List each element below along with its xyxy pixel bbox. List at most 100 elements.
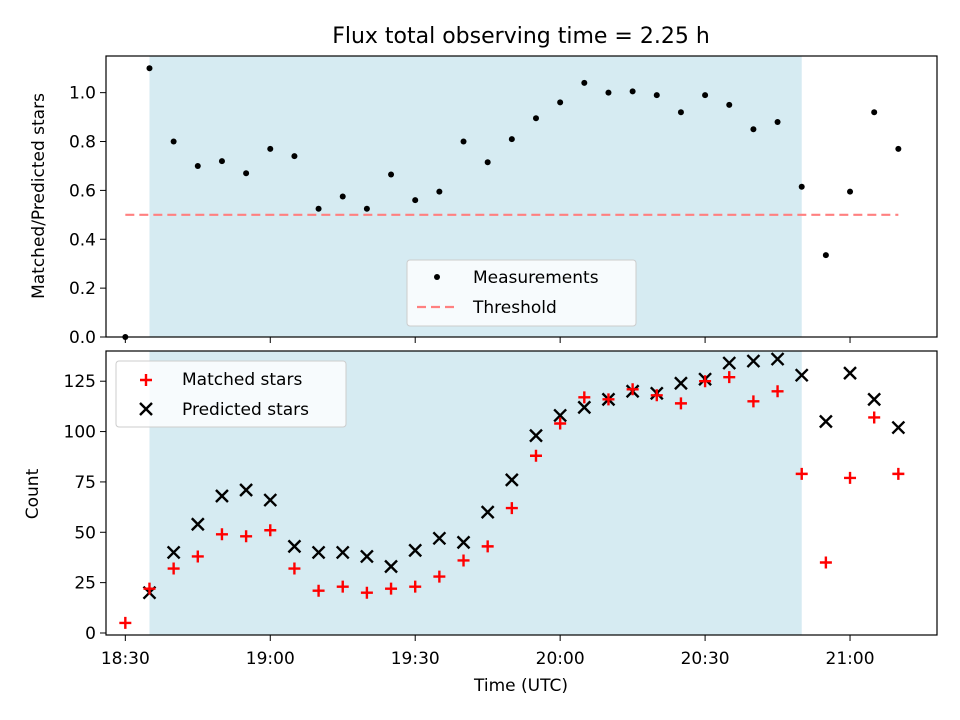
matched-star-point xyxy=(674,397,687,410)
matched-star-point xyxy=(312,584,325,597)
predicted-star-point xyxy=(674,376,688,391)
matched-star-point xyxy=(119,616,132,629)
matched-star-point xyxy=(699,375,712,388)
predicted-star-point xyxy=(311,545,326,560)
matched-star-point xyxy=(819,556,832,569)
predicted-star-point xyxy=(891,420,906,435)
top-y-tick-label: 1.0 xyxy=(69,84,96,104)
matched-star-point xyxy=(385,582,398,595)
bottom-plot-frame xyxy=(105,350,938,636)
top-y-axis-label: Matched/Predicted stars xyxy=(29,93,49,299)
bottom-y-axis-label: Count xyxy=(23,468,43,519)
top-panel: Flux total observing time = 2.25 h 0.0 0.… xyxy=(29,24,938,348)
bottom-y-tick-label: 75 xyxy=(74,473,96,493)
predicted-star-point xyxy=(843,366,857,381)
predicted-star-point xyxy=(432,531,447,546)
bottom-x-tick-label: 20:00 xyxy=(536,649,585,669)
measurement-point xyxy=(847,188,854,195)
measurement-point xyxy=(702,92,709,99)
bottom-x-tick-label: 18:30 xyxy=(101,649,150,669)
measurement-point xyxy=(484,159,491,166)
measurement-point xyxy=(871,109,878,116)
bottom-x-tick-label: 19:30 xyxy=(391,649,440,669)
matched-star-point xyxy=(650,389,663,402)
predicted-star-point xyxy=(190,517,205,532)
matched-star-point xyxy=(167,562,180,575)
legend-predicted-marker xyxy=(139,402,153,416)
top-y-tick-label: 0.0 xyxy=(69,328,96,348)
matched-star-point xyxy=(771,385,784,398)
top-y-tick-label: 0.2 xyxy=(69,279,96,299)
predicted-star-point xyxy=(794,368,809,383)
measurement-point xyxy=(194,162,201,169)
measurement-point xyxy=(388,171,395,178)
measurement-point xyxy=(677,109,684,116)
matched-star-point xyxy=(844,471,857,484)
matched-star-point xyxy=(240,530,253,543)
matched-star-point xyxy=(505,502,518,515)
predicted-star-point xyxy=(166,545,181,560)
measurement-point xyxy=(436,188,443,195)
measurement-point xyxy=(363,205,370,212)
legend-measurements-label: Measurements xyxy=(473,268,599,288)
measurement-point xyxy=(460,138,467,145)
bottom-x-tick-label: 20:30 xyxy=(681,649,730,669)
measurement-point xyxy=(581,79,588,86)
matched-star-point xyxy=(892,467,905,480)
measurement-point xyxy=(267,145,274,152)
predicted-star-point xyxy=(504,473,519,487)
predicted-star-point xyxy=(722,356,737,370)
bottom-x-tick-label: 19:00 xyxy=(246,649,295,669)
measurement-point xyxy=(339,193,346,200)
measurement-point xyxy=(798,183,805,190)
measurement-point xyxy=(146,65,153,72)
legend-measurements-marker xyxy=(434,274,440,280)
matched-star-point xyxy=(191,550,204,563)
measurement-point xyxy=(291,153,298,160)
legend-predicted-label: Predicted stars xyxy=(182,400,309,420)
matched-star-point xyxy=(626,383,639,396)
matched-star-point xyxy=(795,467,808,480)
predicted-star-point xyxy=(215,489,229,503)
x-axis-label: Time (UTC) xyxy=(473,676,568,696)
legend-threshold-label: Threshold xyxy=(472,298,557,318)
matched-star-point xyxy=(143,582,156,595)
predicted-star-point xyxy=(384,559,398,574)
measurement-point xyxy=(412,197,419,204)
predicted-star-point xyxy=(770,352,785,366)
top-legend: Measurements Threshold xyxy=(406,259,637,327)
bottom-y-tick-label: 100 xyxy=(64,423,96,443)
predicted-star-point xyxy=(867,392,882,407)
measurement-point xyxy=(243,170,250,177)
bottom-y-tick-label: 25 xyxy=(74,574,96,594)
predicted-star-point xyxy=(239,483,253,497)
predicted-star-point xyxy=(480,505,495,519)
measurement-point xyxy=(629,88,636,95)
bottom-panel: 0 25 50 75 100 125 18:30 19:00 19:30 20:00 20:30 2… xyxy=(23,350,938,696)
matched-star-point xyxy=(264,524,277,537)
matched-star-point xyxy=(481,540,494,553)
predicted-star-point xyxy=(819,414,833,429)
matched-star-point xyxy=(360,586,373,599)
top-y-tick-label: 0.6 xyxy=(69,181,96,201)
measurement-point xyxy=(170,138,177,145)
measurement-point xyxy=(726,101,733,108)
predicted-star-point xyxy=(360,549,374,564)
measurement-point xyxy=(532,115,539,122)
legend-matched-label: Matched stars xyxy=(182,370,302,390)
matched-star-point xyxy=(747,395,760,408)
predicted-star-point xyxy=(529,428,543,443)
bottom-y-tick-label: 0 xyxy=(85,624,96,644)
legend-box xyxy=(115,360,347,428)
predicted-star-point xyxy=(746,354,761,368)
top-plot-frame xyxy=(105,55,938,338)
matched-star-point xyxy=(602,393,615,406)
measurement-point xyxy=(750,126,757,133)
matched-star-point xyxy=(409,580,422,593)
top-y-tick-label: 0.4 xyxy=(69,230,96,250)
predicted-star-point xyxy=(287,539,302,554)
matched-star-point xyxy=(868,411,881,424)
matched-star-point xyxy=(457,554,470,567)
predicted-star-point xyxy=(408,543,423,558)
